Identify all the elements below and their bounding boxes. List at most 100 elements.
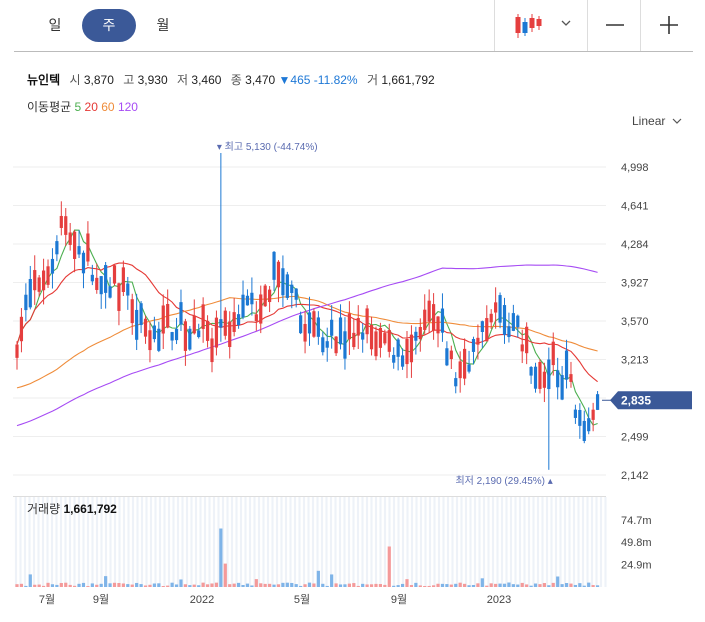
- candle-body: [139, 303, 143, 326]
- candlestick-icon: [515, 14, 571, 38]
- candle-body: [272, 251, 276, 280]
- volume-bar: [121, 583, 125, 587]
- date-axis-label: 2023: [487, 594, 511, 606]
- volume-bar: [485, 585, 489, 587]
- volume-bar: [330, 574, 334, 587]
- volume-bar: [307, 582, 312, 587]
- candle-body: [343, 331, 347, 359]
- chevron-down-icon: [672, 118, 682, 124]
- candle-body: [431, 304, 436, 331]
- volume-bar: [431, 585, 436, 587]
- volume-bar: [37, 584, 41, 587]
- candle-body: [192, 315, 196, 334]
- date-axis-label: 7월: [39, 593, 55, 606]
- ma-60[interactable]: 60: [101, 100, 115, 114]
- scale-selector[interactable]: Linear: [632, 114, 682, 128]
- volume-bar: [480, 578, 484, 587]
- volume-bar: [183, 584, 188, 587]
- candle-body: [595, 394, 600, 410]
- volume-bar: [139, 584, 143, 587]
- volume-bar: [68, 584, 72, 587]
- candle-body: [121, 267, 125, 292]
- close-value: 3,470: [245, 73, 276, 87]
- volume-bar: [449, 584, 453, 587]
- ma-5[interactable]: 5: [74, 100, 82, 114]
- candle-body: [352, 332, 356, 348]
- date-axis-label: 9월: [391, 593, 407, 606]
- volume-bar: [210, 583, 214, 587]
- volume-bar: [64, 582, 68, 587]
- volume-bar: [321, 583, 325, 587]
- volume-bar: [405, 579, 409, 587]
- candle-body: [64, 216, 68, 235]
- candle-body: [547, 359, 551, 390]
- volume-bar: [81, 582, 86, 587]
- candle-body: [214, 317, 219, 348]
- candle-body: [556, 370, 560, 388]
- candle-body: [511, 313, 515, 331]
- change-value: 465: [290, 73, 311, 87]
- volume-bar: [494, 583, 498, 587]
- volume-bar: [59, 582, 63, 587]
- candle-body: [378, 327, 383, 348]
- ma-120[interactable]: 120: [117, 100, 138, 114]
- ohlc-info: 뉴인텍 시 3,870 고 3,930 저 3,460 종 3,470 ▼465…: [27, 71, 435, 88]
- candle-body: [520, 344, 524, 352]
- volume-bar: [538, 584, 542, 587]
- volume-bar: [454, 583, 458, 587]
- volume-bar: [161, 586, 165, 587]
- volume-bar: [525, 584, 529, 587]
- tab-daily[interactable]: 일: [48, 17, 62, 33]
- price-axis-label: 3,927: [621, 278, 649, 290]
- zoom-out-button[interactable]: [587, 0, 640, 51]
- candle-body: [400, 355, 405, 367]
- candle-body: [28, 279, 32, 308]
- candle-body: [157, 328, 161, 351]
- volume-bar: [507, 582, 511, 587]
- candle-body: [525, 326, 529, 354]
- candle-body: [254, 314, 258, 322]
- tab-monthly[interactable]: 월: [156, 17, 170, 33]
- volume-bar: [436, 583, 440, 587]
- volume-bar: [19, 583, 24, 587]
- volume-bar: [179, 579, 183, 587]
- candle-body: [467, 364, 471, 372]
- high-label: 고: [123, 73, 135, 87]
- volume-bar: [117, 582, 121, 587]
- candle-body: [68, 232, 72, 245]
- zoom-in-button[interactable]: [640, 0, 693, 51]
- candle-body: [489, 313, 493, 323]
- candle-body: [369, 324, 374, 350]
- moving-average-20-line: [16, 262, 598, 383]
- candle-body: [263, 285, 267, 307]
- volume-bar: [86, 586, 90, 587]
- moving-average-5-line: [16, 229, 598, 426]
- volume-bar: [440, 583, 445, 587]
- date-axis-label: 5월: [294, 593, 310, 606]
- candle-body: [130, 299, 134, 324]
- volume-bar: [498, 583, 502, 587]
- volume-bar: [356, 585, 360, 587]
- low-annotation: 최저 2,190 (29.45%) ▴: [455, 475, 552, 487]
- volume-bar: [205, 584, 210, 587]
- volume-bar: [254, 579, 258, 587]
- candle-body: [223, 310, 227, 336]
- candle-body: [232, 312, 236, 332]
- ma-20[interactable]: 20: [84, 100, 98, 114]
- volume-bar: [533, 583, 538, 587]
- candle-body: [250, 292, 254, 305]
- volume-bar: [569, 583, 573, 587]
- candle-body: [356, 318, 360, 336]
- tab-weekly[interactable]: 주: [82, 9, 136, 42]
- candle-body: [55, 241, 59, 255]
- candle-body: [245, 295, 250, 306]
- candle-body: [197, 330, 201, 338]
- volume-bar: [378, 584, 383, 587]
- volume-bar: [578, 583, 582, 587]
- volume-bar: [556, 576, 560, 587]
- volume-bar: [564, 583, 569, 587]
- chart-type-button[interactable]: [494, 0, 587, 51]
- volume-bar: [28, 574, 32, 587]
- stock-name: 뉴인텍: [27, 73, 61, 87]
